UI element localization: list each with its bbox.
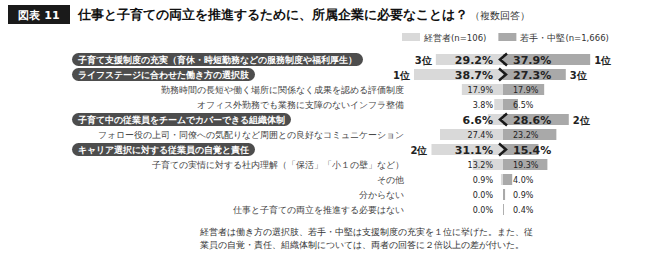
category-label: その他 [377, 175, 404, 185]
data-labels: 29.2% 3位 38.7% 1位 17.9% 3.8% 6.6% 27.4% 31.1% 2位 1… [393, 54, 611, 215]
bar [503, 84, 544, 95]
title: 仕事と子育ての両立を推進するために、所属企業に必要なことは？ [77, 7, 468, 22]
data-label: 13.2% [468, 161, 494, 170]
data-label: 28.6% [513, 114, 551, 127]
bar [494, 99, 503, 110]
category-label: ライフステージに合わせた働き方の選択肢 [78, 70, 250, 80]
category-highlight [72, 113, 291, 126]
category-highlight [72, 68, 255, 81]
subtitle: （複数回答） [470, 10, 530, 21]
bar [462, 84, 503, 95]
data-label: 17.9% [468, 86, 494, 95]
legend-swatch [498, 33, 516, 41]
data-label: 37.9% [513, 54, 551, 67]
annotation: 業員の自覚・責任、組織体制については、両者の回答に２倍以上の差が付いた。 [200, 240, 524, 250]
data-label: 0.9% [473, 176, 494, 185]
chevron [500, 54, 507, 66]
chart-container: 図表 11 仕事と子育ての両立を推進するために、所属企業に必要なことは？（複数回答… [0, 0, 670, 261]
data-label: 3.8% [473, 101, 494, 110]
data-label: 0.4% [513, 206, 534, 215]
figure-label: 図表 11 [18, 9, 59, 22]
category-label: 勤務時間の長短や働く場所に関係なく成果を認める評価制度 [161, 85, 404, 95]
rank-label: 2位 [411, 145, 428, 156]
data-label: 6.6% [462, 114, 493, 127]
data-label: 4.0% [513, 176, 534, 185]
rank-label: 2位 [573, 115, 590, 126]
category-labels: 子育て支援制度の充実（育休・時短勤務などの服務制度や福利厚生） ライフステージに合… [72, 53, 404, 215]
bars [414, 54, 590, 215]
bar [503, 129, 556, 140]
data-label: 23.2% [513, 131, 539, 140]
category-label: 仕事と子育ての両立を推進する必要はない [233, 205, 404, 215]
category-label: 子育て支援制度の充実（育休・時短勤務などの服務制度や福利厚生） [77, 54, 357, 65]
bar [501, 174, 503, 185]
bar [503, 174, 512, 185]
figure-badge [8, 5, 70, 24]
data-label: 6.5% [513, 101, 534, 110]
data-label: 0.0% [473, 191, 494, 200]
category-label: オフィス外勤務でも業務に支障のないインフラ整備 [197, 100, 404, 110]
category-label: 子育て中の従業員をチームでカバーできる組織体制 [77, 114, 285, 125]
rank-label: 3位 [570, 70, 587, 81]
chevron [499, 69, 506, 81]
rank-label: 1位 [594, 55, 611, 66]
category-highlight [72, 143, 255, 156]
bar [503, 204, 504, 215]
chart-svg: 図表 11 仕事と子育ての両立を推進するために、所属企業に必要なことは？（複数回答… [0, 0, 670, 261]
data-label: 19.3% [513, 161, 539, 170]
data-label: 0.0% [473, 206, 494, 215]
bar [503, 204, 505, 215]
category-label: フォロー役の上司・同僚への気配りなど周囲との良好なコミュニケーション [98, 130, 404, 140]
category-label: キャリア選択に対する従業員の自覚と責任 [78, 145, 249, 155]
legend-swatch [402, 33, 420, 41]
rank-label: 1位 [393, 70, 410, 81]
data-label: 31.1% [455, 144, 493, 157]
bar [503, 159, 547, 170]
data-label: 0.9% [513, 191, 534, 200]
annotations: 経営者は働き方の選択肢、若手・中堅は支援制度の充実を１位に挙げた。また、従業員の… [199, 227, 533, 250]
data-label: 38.7% [455, 69, 493, 82]
category-label: 子育ての実情に対する社内理解（「保活」「小１の壁」など） [152, 160, 404, 170]
bar [440, 129, 503, 140]
legend-label: 若手・中堅(n=1,666) [520, 33, 608, 43]
rank-label: 3位 [415, 55, 432, 66]
chevron [499, 144, 506, 156]
data-label: 29.2% [455, 54, 493, 67]
data-label: 17.9% [513, 86, 539, 95]
data-label: 27.4% [468, 131, 494, 140]
category-highlight [72, 53, 363, 66]
annotation: 経営者は働き方の選択肢、若手・中堅は支援制度の充実を１位に挙げた。また、従 [199, 227, 533, 237]
data-label: 15.4% [513, 144, 551, 157]
chevron [500, 114, 507, 126]
data-label: 27.3% [513, 69, 551, 82]
legend-label: 経営者(n=106) [423, 33, 486, 43]
category-label: 分からない [359, 190, 404, 200]
bar [503, 189, 505, 200]
